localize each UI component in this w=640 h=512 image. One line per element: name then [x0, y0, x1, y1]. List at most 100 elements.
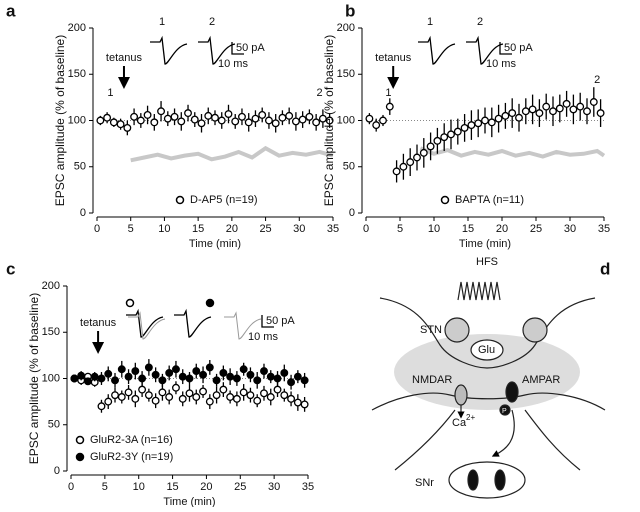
data-point: [104, 369, 113, 378]
y-tick-label: 0: [349, 207, 355, 219]
data-point: [197, 119, 206, 128]
inset-trace: [466, 35, 504, 65]
data-point: [151, 396, 160, 405]
data-point: [562, 99, 571, 108]
y-tick-label: 200: [42, 280, 60, 292]
data-point: [185, 389, 194, 398]
x-axis-label: Time (min): [163, 496, 215, 507]
legend-marker: [75, 452, 85, 462]
x-tick-label: 5: [128, 223, 134, 235]
data-point: [211, 113, 219, 122]
data-point: [224, 110, 233, 118]
data-point: [515, 113, 523, 122]
panel-letter: b: [345, 1, 355, 20]
data-point: [165, 369, 174, 377]
data-point: [433, 136, 442, 145]
data-point: [178, 394, 187, 403]
x-tick-label: 5: [102, 481, 108, 493]
x-tick-label: 10: [133, 481, 145, 493]
data-point: [172, 383, 180, 392]
data-point: [226, 393, 235, 401]
diagram-label: Ca: [452, 417, 467, 429]
data-point: [199, 387, 207, 396]
data-point: [123, 123, 132, 132]
data-point: [77, 371, 86, 380]
data-point: [266, 372, 275, 381]
scale-bar: [231, 42, 244, 55]
data-point: [379, 116, 387, 125]
data-point: [528, 105, 537, 114]
data-point: [232, 374, 241, 383]
data-point: [239, 388, 248, 397]
data-point: [172, 365, 180, 374]
data-point: [239, 365, 248, 374]
data-point: [124, 388, 133, 397]
y-tick-label: 100: [42, 372, 60, 384]
y-tick-label: 0: [54, 465, 60, 477]
data-point: [165, 393, 174, 401]
data-point: [204, 111, 213, 120]
diagram-label: AMPAR: [522, 374, 560, 386]
data-point: [460, 123, 469, 132]
data-point: [487, 118, 496, 127]
legend-marker: [440, 195, 450, 205]
data-point: [298, 115, 307, 124]
data-point: [285, 111, 294, 120]
data-point: [293, 372, 302, 381]
legend-label: D-AP5 (n=19): [190, 194, 258, 206]
data-point: [212, 391, 221, 400]
data-point: [287, 394, 296, 403]
inset-trace: [198, 35, 236, 65]
panel-letter: c: [6, 259, 15, 278]
data-point: [177, 117, 186, 126]
x-tick-label: 30: [268, 481, 280, 493]
y-tick-label: 200: [68, 22, 86, 34]
data-point: [271, 119, 280, 128]
data-point: [205, 397, 214, 406]
x-tick-label: 25: [530, 223, 542, 235]
x-tick-label: 30: [564, 223, 576, 235]
legend-label: BAPTA (n=11): [455, 194, 524, 206]
x-tick-label: 25: [259, 223, 271, 235]
x-tick-label: 20: [496, 223, 508, 235]
data-point: [83, 377, 92, 386]
data-point: [447, 130, 455, 139]
x-tick-label: 0: [363, 223, 369, 235]
data-point: [185, 374, 194, 383]
x-tick-label: 30: [293, 223, 305, 235]
data-point: [158, 376, 167, 385]
data-point: [151, 370, 160, 379]
trace-label: 2: [477, 16, 483, 28]
annotation: tetanus: [80, 317, 117, 329]
legend-label: GluR2-3Y (n=19): [90, 451, 173, 463]
y-tick-label: 150: [42, 326, 60, 338]
legend-label: GluR2-3A (n=16): [90, 434, 173, 446]
data-point: [219, 385, 228, 394]
data-point: [192, 367, 201, 376]
annotation: 2: [594, 74, 600, 86]
legend-marker: [175, 195, 185, 205]
data-point: [413, 153, 421, 162]
data-point: [365, 114, 374, 123]
inset-trace: [174, 308, 212, 338]
data-point: [163, 114, 172, 123]
x-tick-label: 15: [192, 223, 204, 235]
data-point: [535, 109, 544, 118]
data-point: [158, 388, 167, 397]
data-point: [260, 367, 268, 376]
y-tick-label: 150: [68, 68, 86, 80]
data-point: [170, 112, 179, 121]
data-point: [130, 112, 139, 121]
data-point: [474, 119, 483, 128]
diagram-label: HFS: [476, 256, 498, 268]
x-tick-label: 20: [226, 223, 238, 235]
data-point: [501, 111, 510, 120]
data-point: [481, 116, 489, 125]
panel-letter: d: [600, 259, 610, 278]
y-axis-label: EPSC amplitude (% of baseline): [53, 35, 67, 206]
diagram-label: SNr: [415, 477, 434, 489]
scale-bar: [261, 315, 274, 328]
annotation: 1: [107, 87, 113, 99]
data-point: [596, 109, 605, 118]
